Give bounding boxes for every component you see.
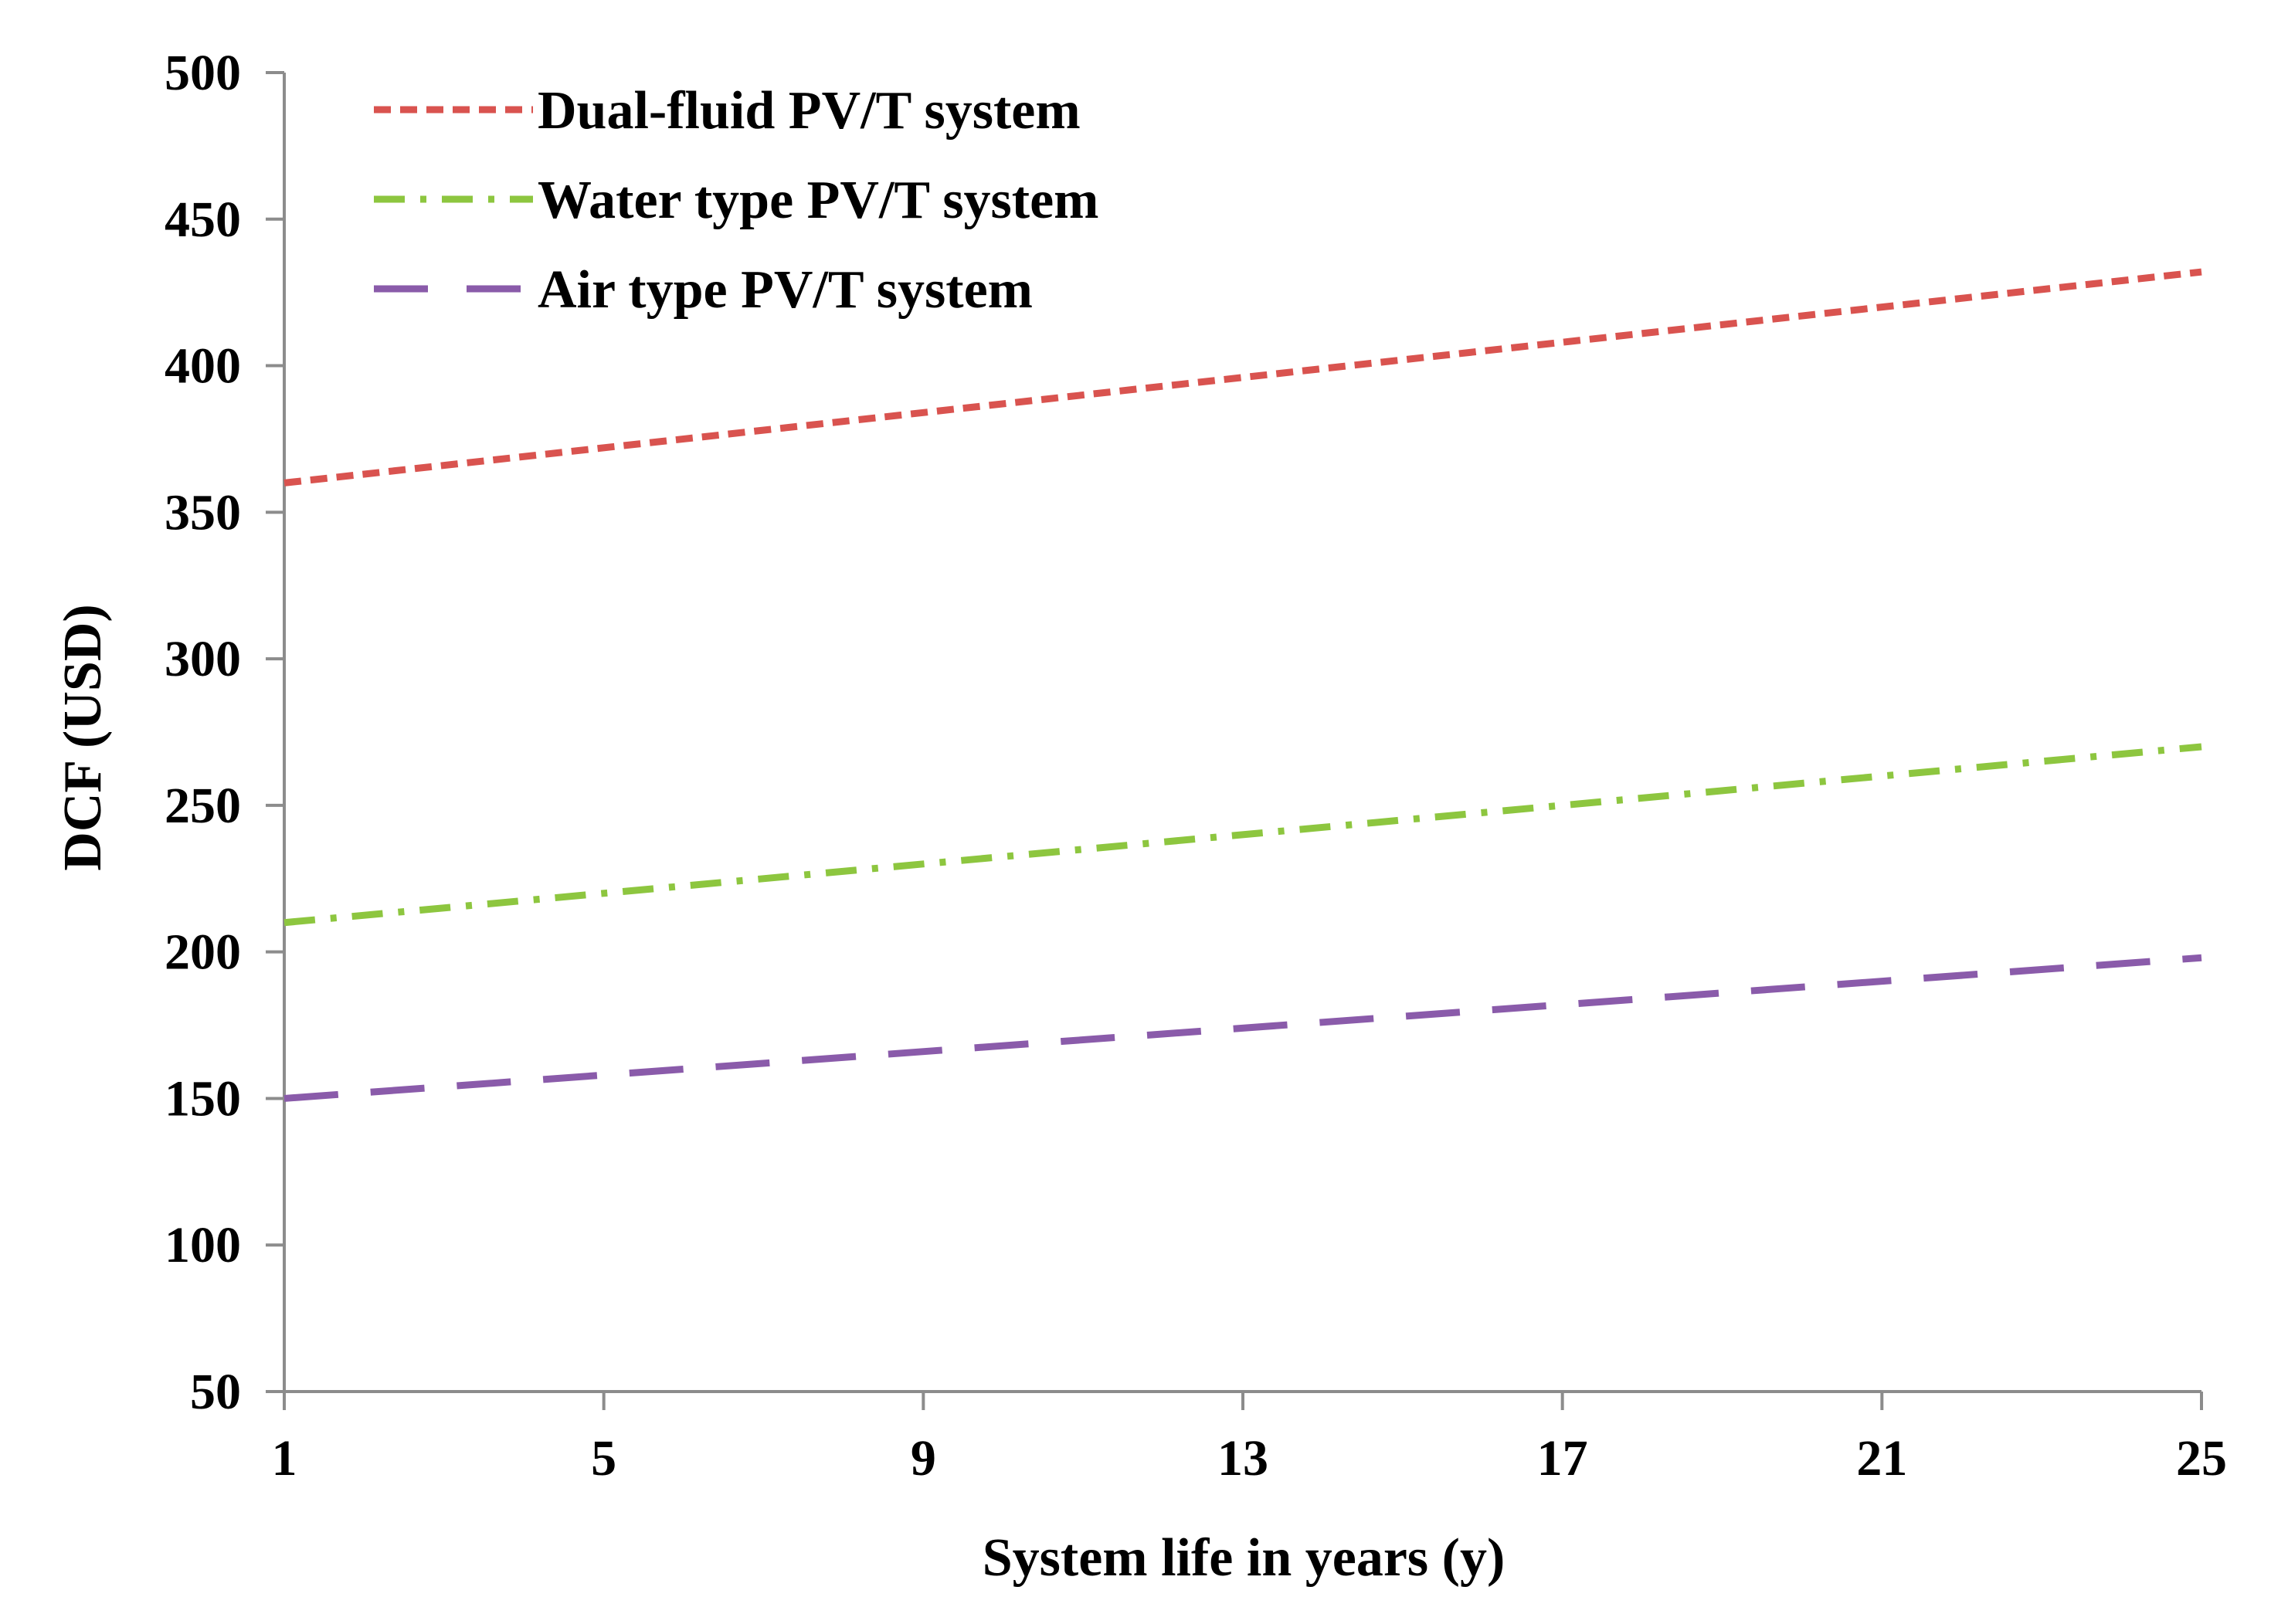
x-tick-label: 5 [591,1430,616,1487]
y-tick-label: 450 [165,192,241,248]
x-tick-label: 21 [1856,1430,1907,1487]
series-line [283,268,2202,487]
legend: Dual-fluid PV/T system Water type PV/T sy… [374,81,1099,320]
y-tick-label: 100 [165,1217,241,1273]
legend-label: Air type PV/T system [538,260,1033,320]
series-lines [283,268,2202,1102]
series-line [283,743,2202,927]
legend-label: Dual-fluid PV/T system [538,81,1081,141]
x-axis-title: System life in years (y) [983,1528,1506,1588]
x-tick-label: 9 [911,1430,936,1487]
axes: 50 100 150 200 250 300 350 400 450 500 1 5 9 13 17 21 25 [165,45,2227,1487]
y-axis-title: DCF (USD) [53,604,113,870]
y-tick-label: 250 [165,778,241,834]
y-tick-label: 300 [165,631,241,687]
y-tick-label: 50 [190,1364,241,1420]
y-tick-label: 200 [165,924,241,981]
x-tick-label: 13 [1217,1430,1268,1487]
y-tick-label: 150 [165,1070,241,1127]
series-line [283,954,2202,1102]
y-tick-label: 400 [165,338,241,395]
x-tick-label: 25 [2176,1430,2227,1487]
legend-label: Water type PV/T system [538,171,1099,230]
y-tick-label: 350 [165,484,241,541]
x-tick-label: 17 [1537,1430,1588,1487]
y-tick-label: 500 [165,45,241,101]
x-tick-label: 1 [272,1430,297,1487]
